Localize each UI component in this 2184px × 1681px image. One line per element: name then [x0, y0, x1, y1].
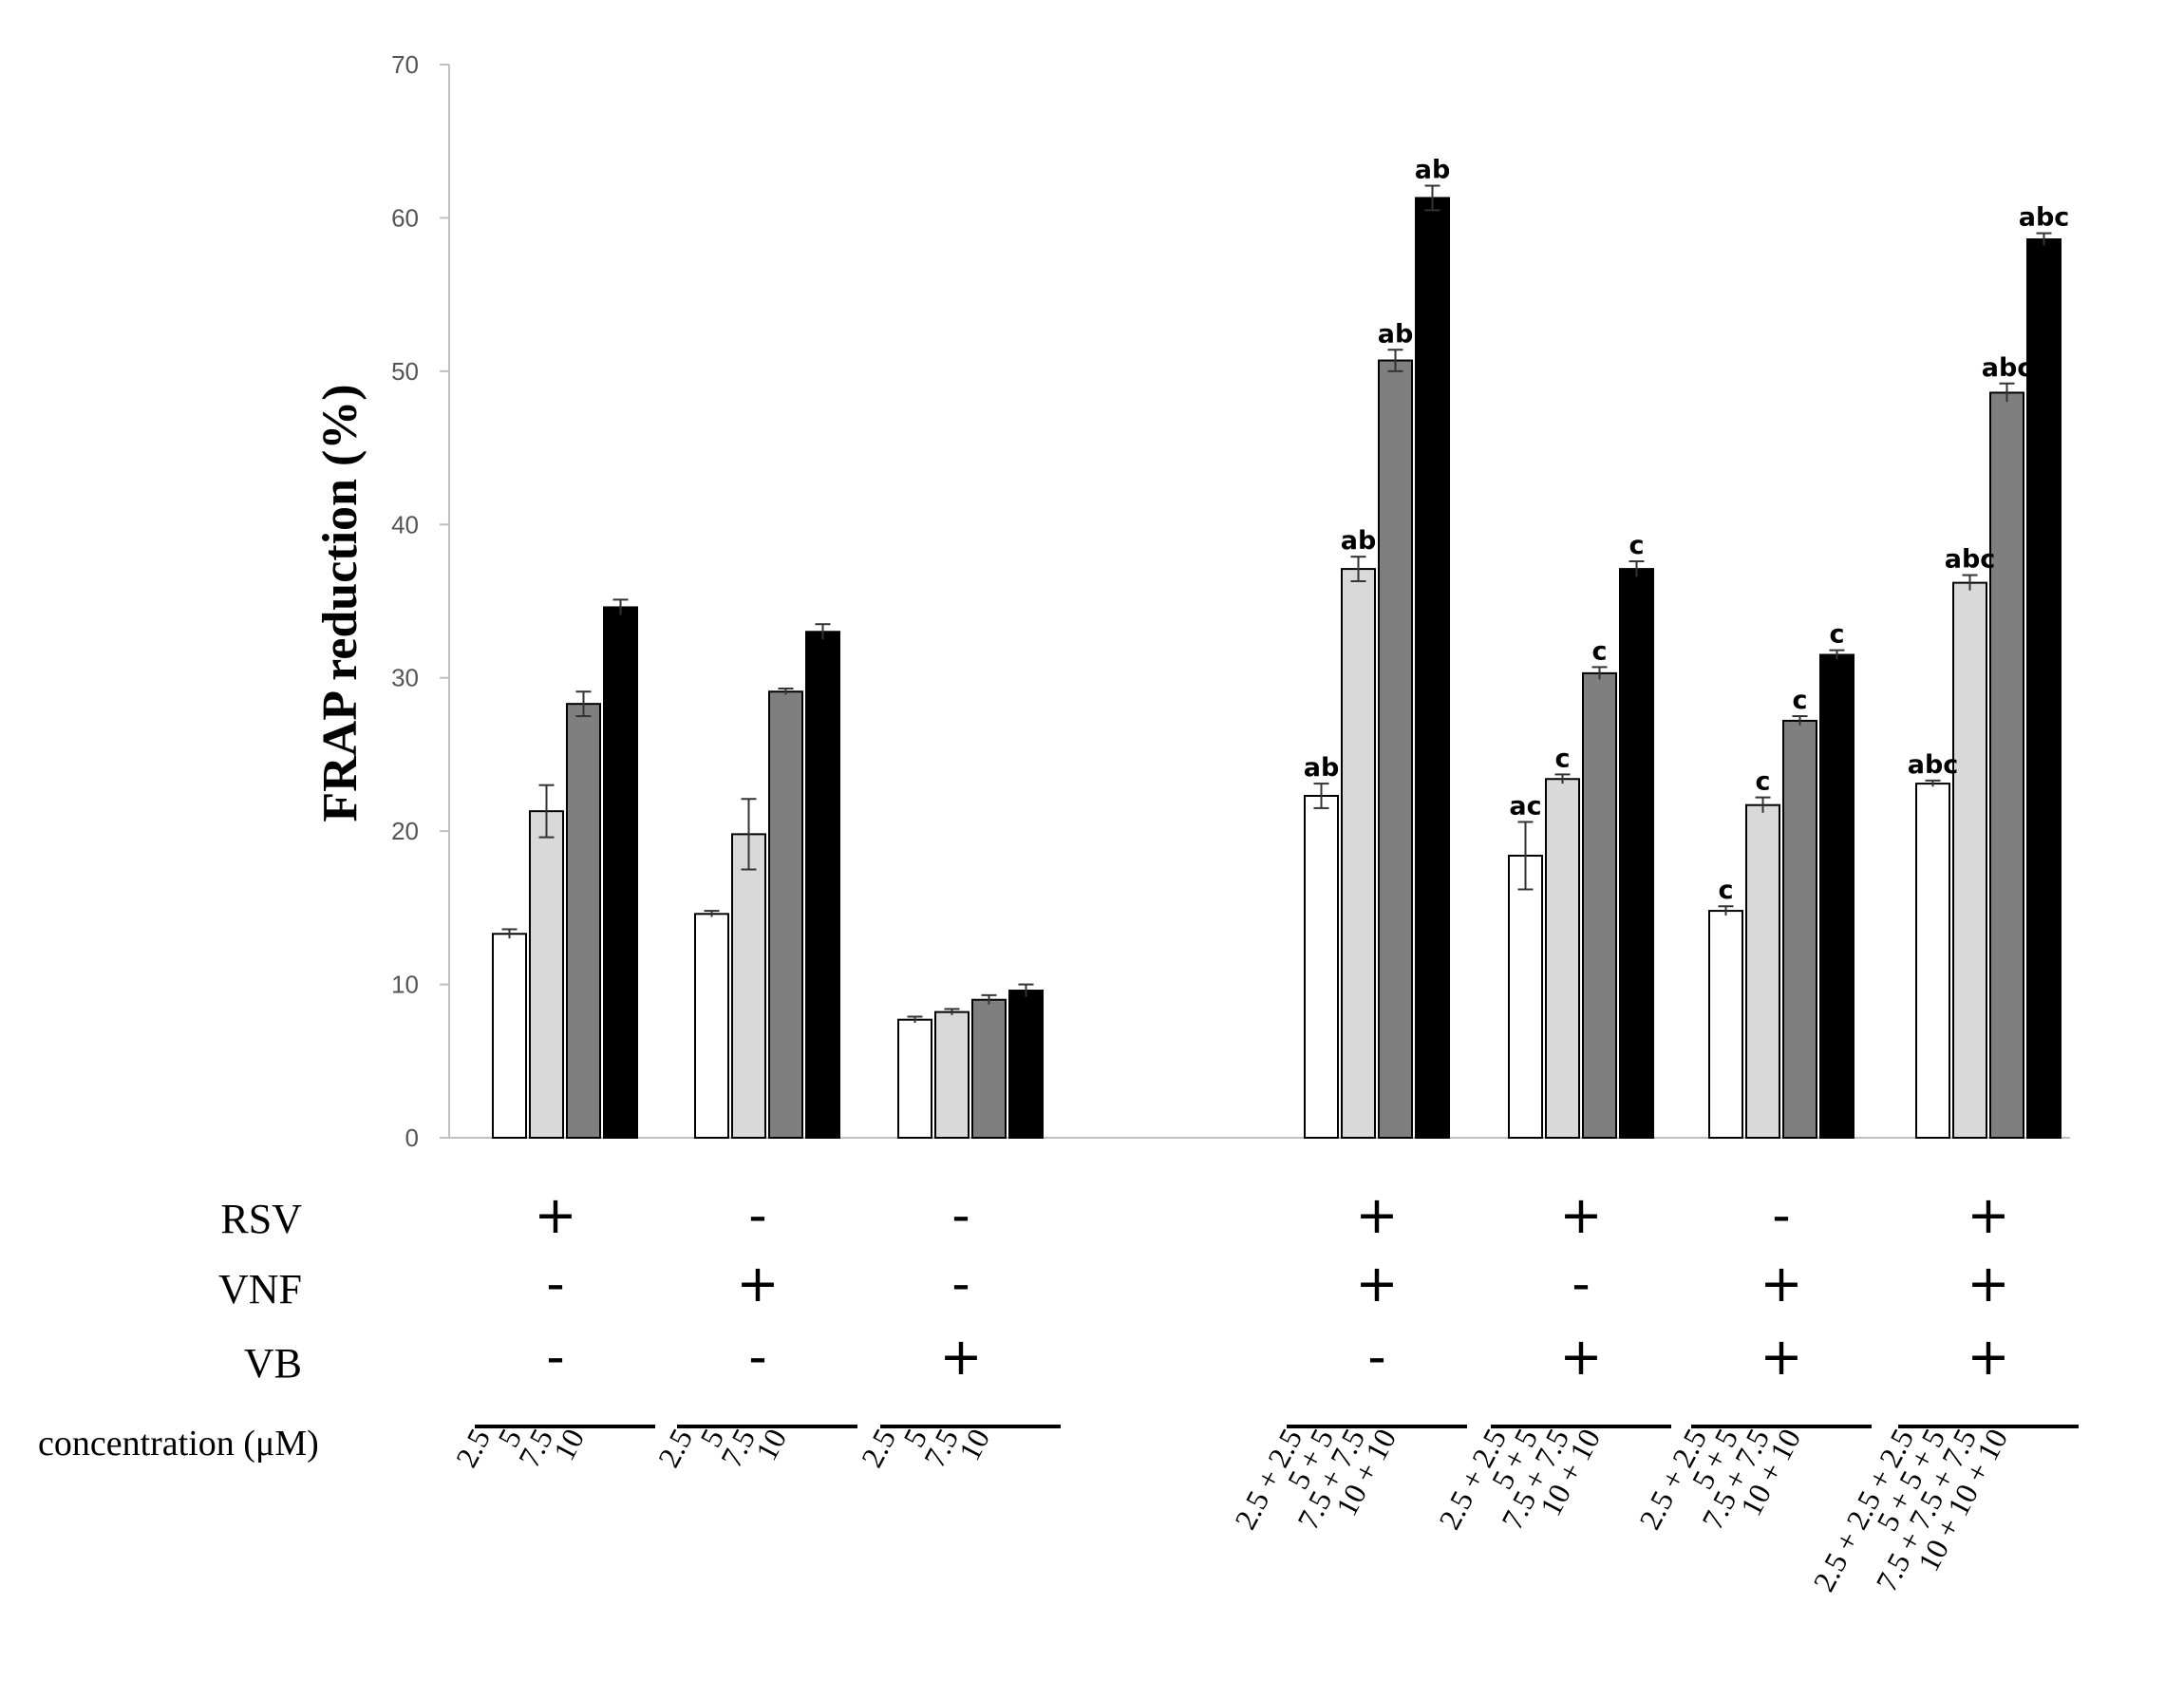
bar [694, 913, 729, 1139]
significance-label: c [1629, 531, 1644, 560]
bar [1304, 795, 1339, 1139]
treatment-sign: - [546, 1327, 565, 1387]
treatment-sign: - [1772, 1185, 1791, 1245]
treatment-sign: + [1760, 1254, 1802, 1313]
concentration-value: 10 [546, 1423, 591, 1465]
significance-label: abc [1982, 353, 2033, 383]
concentration-value: 10 [748, 1423, 793, 1465]
y-tick-label: 30 [391, 664, 419, 692]
bars [492, 184, 2062, 1140]
bar [1745, 803, 1780, 1139]
y-tick-label: 40 [391, 510, 419, 538]
bar [897, 1018, 932, 1139]
significance-label: c [1755, 767, 1770, 797]
treatment-sign: + [1559, 1327, 1602, 1387]
significance-label: c [1792, 686, 1807, 715]
treatment-sign: - [951, 1254, 970, 1313]
concentration-value: 10 [951, 1423, 996, 1465]
treatment-sign: - [748, 1185, 767, 1245]
bar [1545, 778, 1580, 1139]
y-tick-label: 10 [391, 971, 419, 999]
y-tick-label: 0 [405, 1124, 419, 1152]
significance-label: ab [1304, 753, 1340, 783]
treatment-sign: + [1967, 1327, 2009, 1387]
y-axis-label: FRAP reduction (%) [313, 384, 367, 822]
row-label: VNF [218, 1266, 302, 1313]
treatment-sign: + [1967, 1185, 2009, 1245]
bar [1915, 783, 1950, 1139]
bar [1619, 568, 1654, 1139]
significance-label: abc [1945, 545, 1996, 575]
bar [1952, 581, 1987, 1139]
significance-label: c [1591, 636, 1607, 666]
bar [603, 606, 638, 1139]
treatment-sign: - [1572, 1254, 1591, 1313]
bar [1819, 653, 1855, 1139]
significance-label: c [1554, 744, 1570, 773]
y-tick-label: 50 [391, 357, 419, 386]
y-tick-label: 20 [391, 817, 419, 845]
treatment-sign: + [736, 1254, 779, 1313]
concentration-value: 2.5 [449, 1423, 498, 1472]
bar [566, 703, 601, 1140]
significance-label: ac [1509, 791, 1541, 821]
significance-label: c [1829, 620, 1844, 650]
bar [492, 933, 527, 1139]
bar [1582, 671, 1617, 1139]
treatment-sign: - [546, 1254, 565, 1313]
significance-label: ab [1415, 156, 1451, 185]
bar [1341, 568, 1376, 1139]
bar [2026, 238, 2062, 1139]
bar [731, 833, 766, 1139]
significance-label: ab [1341, 526, 1377, 556]
treatment-sign: - [1367, 1327, 1386, 1387]
treatment-sign: + [534, 1185, 576, 1245]
significance-label: c [1718, 876, 1733, 905]
treatment-sign: + [1559, 1185, 1602, 1245]
bar [971, 998, 1007, 1139]
bar [934, 1010, 970, 1139]
y-tick-label: 60 [391, 203, 419, 232]
bar [1508, 854, 1543, 1139]
axes: 0 10 20 30 40 50 60 70 [391, 50, 2070, 1152]
bar [1378, 359, 1413, 1139]
treatment-sign: + [939, 1327, 982, 1387]
treatment-sign: - [748, 1327, 767, 1387]
bar [768, 690, 803, 1139]
significance-label: abc [1908, 750, 1959, 780]
row-label: RSV [220, 1196, 302, 1242]
y-tick-label: 70 [391, 50, 419, 79]
bar [1782, 719, 1817, 1140]
concentration-label: concentration (μM) [38, 1424, 319, 1464]
treatment-sign: + [1355, 1185, 1398, 1245]
bar [529, 810, 564, 1140]
bar [1008, 990, 1044, 1139]
treatment-sign: + [1760, 1327, 1802, 1387]
concentration-value: 2.5 [855, 1423, 903, 1472]
treatment-sign: + [1355, 1254, 1398, 1313]
bar [1989, 391, 2024, 1139]
treatment-sign: - [951, 1185, 970, 1245]
treatment-sign: + [1967, 1254, 2009, 1313]
bar [805, 631, 840, 1139]
bar [1708, 910, 1743, 1139]
concentration-value: 2.5 [651, 1423, 700, 1472]
significance-label: abc [2019, 203, 2070, 233]
row-label: VB [244, 1340, 302, 1387]
significance-label: ab [1378, 319, 1414, 349]
bar [1415, 197, 1450, 1139]
